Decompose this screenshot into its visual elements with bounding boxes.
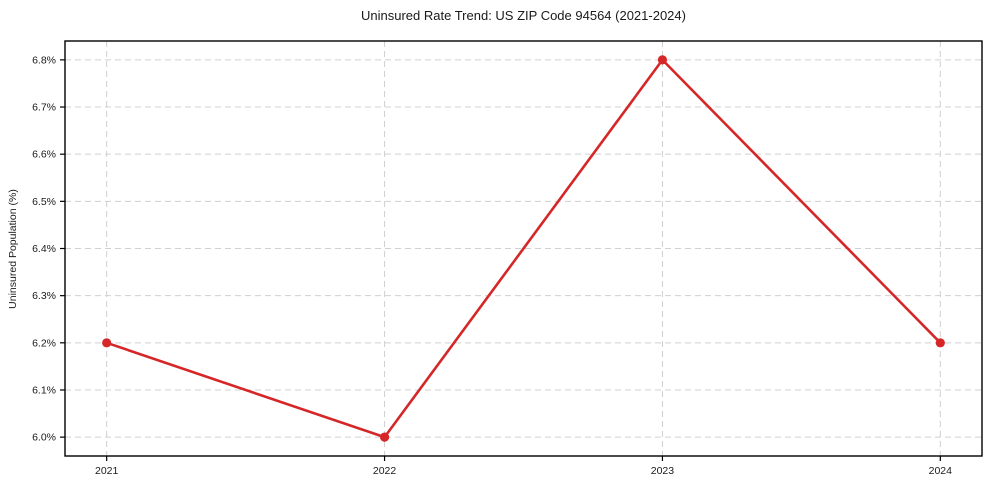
y-tick-label: 6.6% xyxy=(32,149,56,161)
y-tick-label: 6.2% xyxy=(32,337,56,349)
x-tick-label: 2022 xyxy=(373,465,397,477)
chart-title: Uninsured Rate Trend: US ZIP Code 94564 … xyxy=(361,8,686,23)
data-point-marker xyxy=(935,338,945,348)
x-tick-label: 2023 xyxy=(651,465,675,477)
y-tick-label: 6.0% xyxy=(32,432,56,444)
y-tick-label: 6.4% xyxy=(32,243,56,255)
data-point-marker xyxy=(102,338,112,348)
data-point-marker xyxy=(379,432,390,442)
data-point-marker xyxy=(657,55,668,65)
y-tick-label: 6.3% xyxy=(32,290,56,302)
x-tick-label: 2024 xyxy=(929,465,953,477)
y-tick-label: 6.7% xyxy=(32,102,56,114)
y-tick-label: 6.1% xyxy=(32,384,56,396)
data-line xyxy=(105,58,942,439)
y-tick-label: 6.5% xyxy=(32,196,56,208)
x-tick-label: 2021 xyxy=(95,465,119,477)
y-tick-label: 6.8% xyxy=(32,54,56,66)
